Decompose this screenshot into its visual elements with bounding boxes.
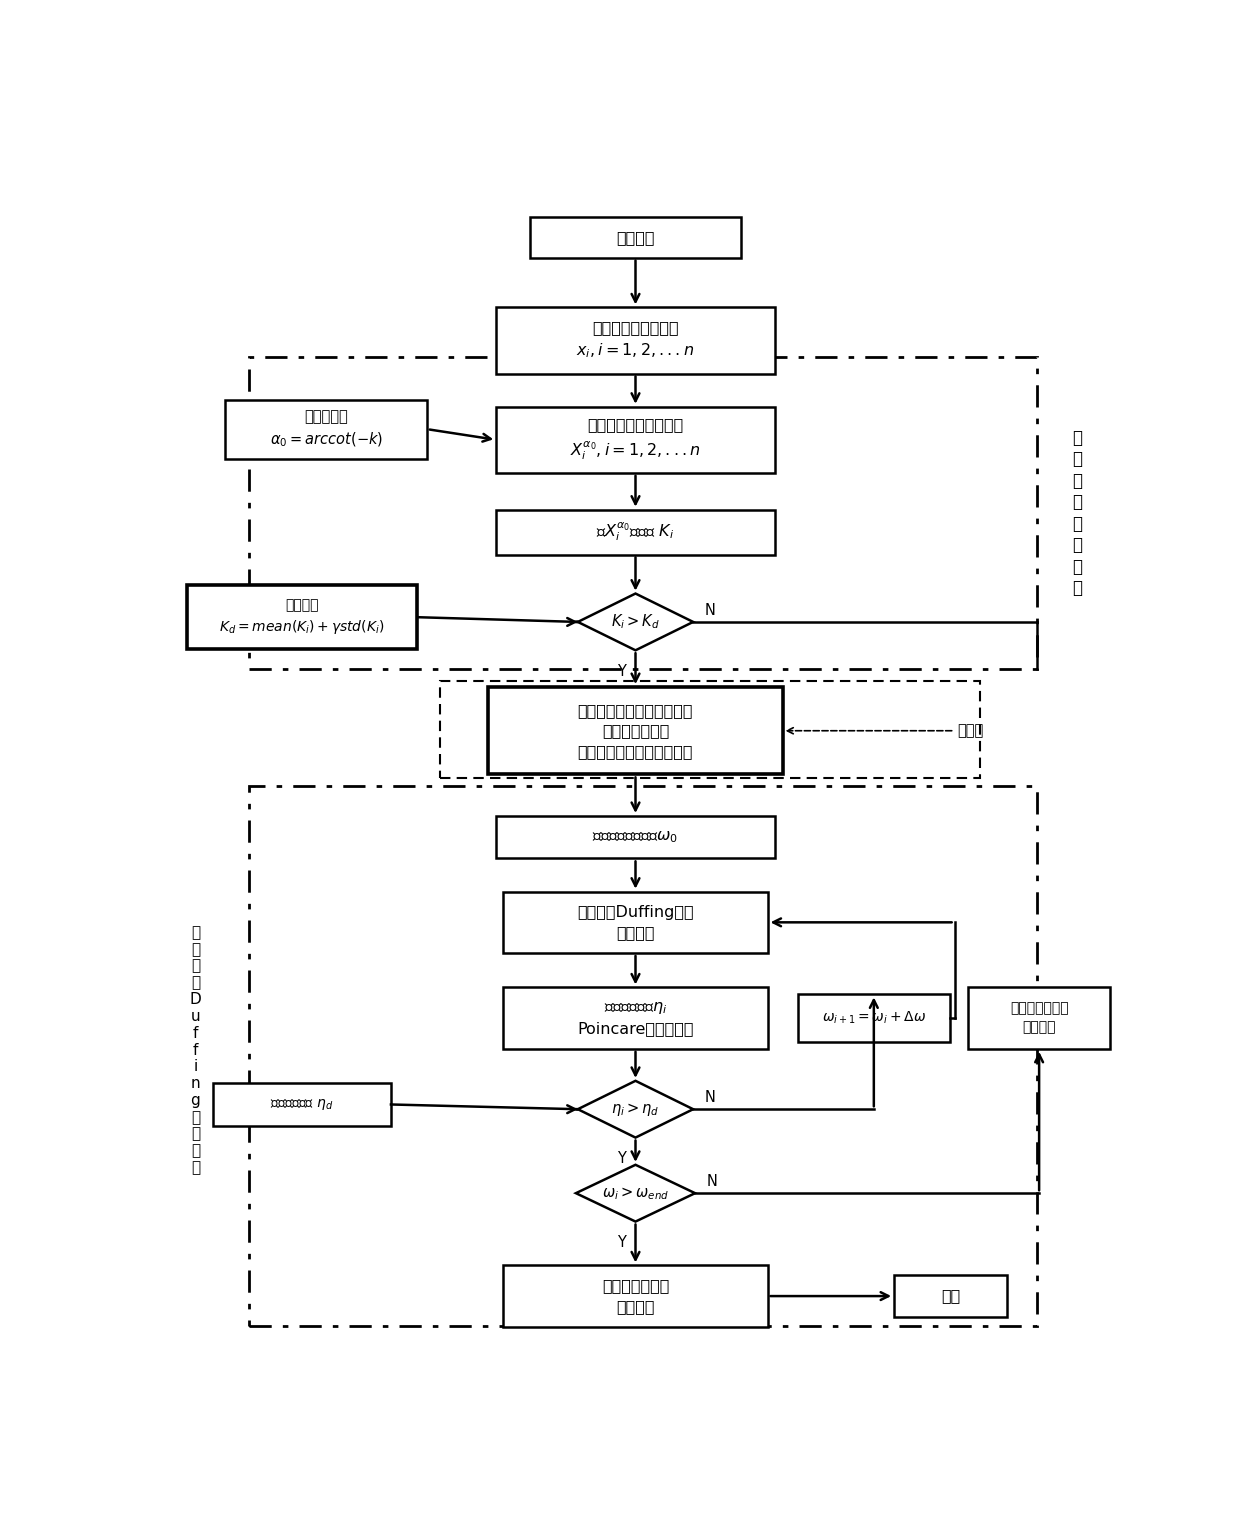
FancyBboxPatch shape [529, 218, 742, 258]
Text: $\omega_i > \omega_{end}$: $\omega_i > \omega_{end}$ [601, 1184, 670, 1201]
FancyBboxPatch shape [496, 510, 775, 554]
Text: 滑动矩形窗数据分段
$x_i, i=1,2,...n$: 滑动矩形窗数据分段 $x_i, i=1,2,...n$ [577, 321, 694, 361]
Polygon shape [578, 593, 693, 650]
Text: 求$X_i^{\alpha_0}$峭度值 $K_i$: 求$X_i^{\alpha_0}$峭度值 $K_i$ [596, 521, 675, 544]
Text: 变
频
扫
描
D
u
f
f
i
n
g
振
子
检
测: 变 频 扫 描 D u f f i n g 振 子 检 测 [190, 925, 201, 1175]
Polygon shape [575, 1164, 696, 1221]
Text: N: N [707, 1174, 718, 1189]
FancyBboxPatch shape [894, 1275, 1007, 1318]
Text: Y: Y [616, 1152, 625, 1166]
FancyBboxPatch shape [213, 1083, 391, 1126]
Text: 解调频: 解调频 [957, 723, 983, 739]
FancyBboxPatch shape [496, 816, 775, 859]
Text: $\omega_{i+1}=\omega_i+\Delta\omega$: $\omega_{i+1}=\omega_i+\Delta\omega$ [822, 1011, 926, 1026]
Text: 固定参数Duffing振子
检测系统: 固定参数Duffing振子 检测系统 [577, 905, 694, 940]
Text: 接收信号: 接收信号 [616, 230, 655, 246]
Text: 结束: 结束 [941, 1289, 960, 1304]
Text: 最佳分数阶
$\alpha_0=arccot(-k)$: 最佳分数阶 $\alpha_0=arccot(-k)$ [269, 410, 383, 449]
Text: 线
性
调
频
信
号
捕
获: 线 性 调 频 信 号 捕 获 [1073, 429, 1083, 598]
FancyBboxPatch shape [226, 399, 427, 459]
FancyBboxPatch shape [489, 687, 782, 774]
Text: $\eta_i > \eta_d$: $\eta_i > \eta_d$ [611, 1101, 660, 1118]
Text: 最佳分数阶傅里叶变换
$X_i^{\alpha_0}, i=1,2,...n$: 最佳分数阶傅里叶变换 $X_i^{\alpha_0}, i=1,2,...n$ [570, 418, 701, 462]
Text: N: N [706, 1091, 715, 1104]
Text: 判决阈值
$K_d = mean(K_i)+\gamma std(K_i)$: 判决阈值 $K_d = mean(K_i)+\gamma std(K_i)$ [219, 598, 384, 636]
FancyBboxPatch shape [968, 988, 1110, 1049]
FancyBboxPatch shape [797, 994, 950, 1041]
Polygon shape [578, 1081, 693, 1138]
Text: 有线性调频目标
回波信号: 有线性调频目标 回波信号 [601, 1278, 670, 1313]
Text: Y: Y [616, 1235, 625, 1250]
Text: $K_i > K_d$: $K_i > K_d$ [611, 613, 660, 631]
Text: 设置初始扫描频率$\omega_0$: 设置初始扫描频率$\omega_0$ [593, 829, 678, 845]
Text: 无线性调频目标
回波信号: 无线性调频目标 回波信号 [1009, 1001, 1069, 1035]
FancyBboxPatch shape [503, 1266, 768, 1327]
FancyBboxPatch shape [503, 988, 768, 1049]
FancyBboxPatch shape [187, 585, 418, 650]
FancyBboxPatch shape [503, 891, 768, 952]
Text: Y: Y [616, 664, 625, 679]
FancyBboxPatch shape [496, 407, 775, 473]
Text: 在最佳分数阶傅里叶变换域
做傅里叶逆变换
线性调频信号变为单频信号: 在最佳分数阶傅里叶变换域 做傅里叶逆变换 线性调频信号变为单频信号 [578, 703, 693, 759]
Text: N: N [706, 602, 715, 617]
Text: 设置判决阈值 $\eta_d$: 设置判决阈值 $\eta_d$ [270, 1097, 334, 1112]
FancyBboxPatch shape [496, 307, 775, 373]
Text: 计算系统输出$\eta_i$
Poincare特征函数值: 计算系统输出$\eta_i$ Poincare特征函数值 [578, 1000, 693, 1037]
